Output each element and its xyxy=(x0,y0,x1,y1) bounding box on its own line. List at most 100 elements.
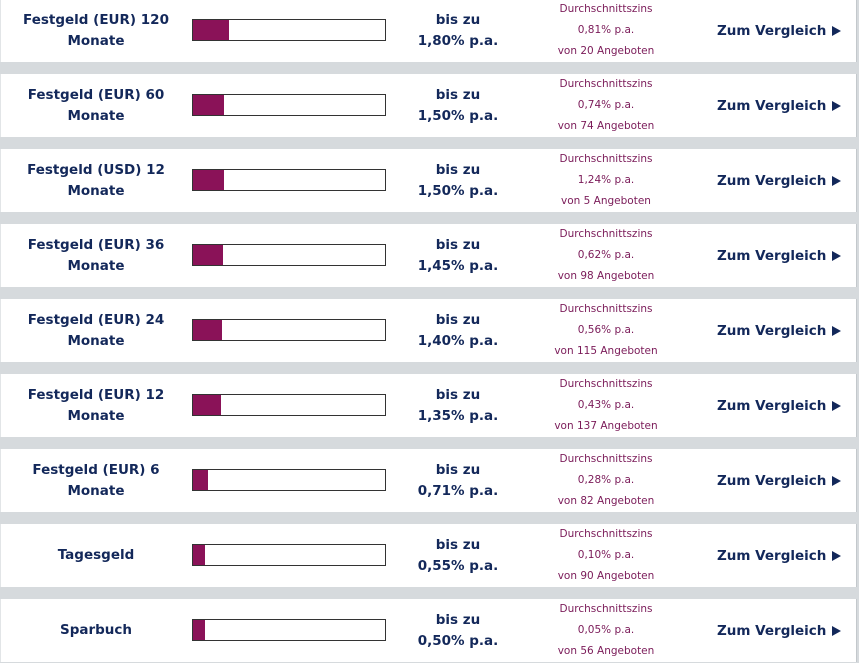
max-rate: bis zu 1,80% p.a. xyxy=(401,0,515,62)
product-name-line: Festgeld (USD) 12 xyxy=(27,161,165,178)
product-name-line: Sparbuch xyxy=(59,622,133,638)
max-rate: bis zu 1,40% p.a. xyxy=(401,299,515,362)
product-name-line: Festgeld (EUR) 12 xyxy=(27,386,165,403)
average-rate-info: Durchschnittszins 1,24% p.a. von 5 Angeb… xyxy=(531,149,681,212)
compare-link[interactable]: Zum Vergleich xyxy=(717,149,842,212)
play-arrow-icon[interactable] xyxy=(832,100,842,111)
product-name: Festgeld (EUR) 60 Monate xyxy=(1,74,191,137)
compare-link-label[interactable]: Zum Vergleich xyxy=(717,247,827,264)
offer-count: von 56 Angeboten xyxy=(557,645,655,657)
max-rate: bis zu 1,50% p.a. xyxy=(401,74,515,137)
product-name-line: Tagesgeld xyxy=(57,547,135,563)
average-rate-label: Durchschnittszins xyxy=(559,228,653,240)
average-rate-value: 0,28% p.a. xyxy=(577,474,635,486)
play-arrow-icon[interactable] xyxy=(832,550,842,561)
list-item: Tagesgeld bis zu 0,55% p.a. Durchschnitt… xyxy=(0,524,857,587)
compare-link[interactable]: Zum Vergleich xyxy=(717,74,842,137)
list-item: Festgeld (EUR) 36 Monate bis zu 1,45% p.a… xyxy=(0,224,857,287)
product-name: Festgeld (EUR) 120 Monate xyxy=(1,0,191,62)
list-item: Festgeld (USD) 12 Monate bis zu 1,50% p.a… xyxy=(0,149,857,212)
compare-link-label[interactable]: Zum Vergleich xyxy=(717,622,827,639)
product-name: Festgeld (EUR) 36 Monate xyxy=(1,224,191,287)
compare-link[interactable]: Zum Vergleich xyxy=(717,449,842,512)
product-name-line: Festgeld (EUR) 60 xyxy=(27,86,165,103)
rate-bar xyxy=(192,619,386,641)
compare-link[interactable]: Zum Vergleich xyxy=(717,374,842,437)
rate-value: 0,71% p.a. xyxy=(417,482,499,499)
rate-bar xyxy=(192,94,386,116)
compare-link[interactable]: Zum Vergleich xyxy=(717,524,842,587)
rate-bar-fill xyxy=(193,170,224,190)
rate-value: 0,50% p.a. xyxy=(417,632,499,649)
rate-prefix: bis zu xyxy=(435,161,481,178)
offer-count: von 90 Angeboten xyxy=(557,570,655,582)
compare-link-label[interactable]: Zum Vergleich xyxy=(717,397,827,414)
play-arrow-icon[interactable] xyxy=(832,475,842,486)
average-rate-info: Durchschnittszins 0,81% p.a. von 20 Ange… xyxy=(531,0,681,62)
rate-bar-fill xyxy=(193,20,229,40)
rate-bar xyxy=(192,544,386,566)
compare-link[interactable]: Zum Vergleich xyxy=(717,0,842,62)
compare-link-label[interactable]: Zum Vergleich xyxy=(717,172,827,189)
product-name-line: Festgeld (EUR) 24 xyxy=(27,311,165,328)
compare-link-label[interactable]: Zum Vergleich xyxy=(717,472,827,489)
list-item: Festgeld (EUR) 60 Monate bis zu 1,50% p.a… xyxy=(0,74,857,137)
rate-prefix: bis zu xyxy=(435,386,481,403)
average-rate-value: 0,74% p.a. xyxy=(577,99,635,111)
average-rate-label: Durchschnittszins xyxy=(559,378,653,390)
rate-bar xyxy=(192,394,386,416)
max-rate: bis zu 1,35% p.a. xyxy=(401,374,515,437)
average-rate-info: Durchschnittszins 0,43% p.a. von 137 Ang… xyxy=(531,374,681,437)
product-name-line: Monate xyxy=(67,182,125,199)
rate-value: 1,40% p.a. xyxy=(417,332,499,349)
average-rate-label: Durchschnittszins xyxy=(559,153,653,165)
compare-link-label[interactable]: Zum Vergleich xyxy=(717,322,827,339)
product-name-line: Monate xyxy=(67,407,125,424)
play-arrow-icon[interactable] xyxy=(832,325,842,336)
list-item: Festgeld (EUR) 120 Monate bis zu 1,80% p.… xyxy=(0,0,857,62)
play-arrow-icon[interactable] xyxy=(832,175,842,186)
compare-link-label[interactable]: Zum Vergleich xyxy=(717,547,827,564)
offer-count: von 5 Angeboten xyxy=(561,195,651,207)
compare-link[interactable]: Zum Vergleich xyxy=(717,224,842,287)
average-rate-label: Durchschnittszins xyxy=(559,453,653,465)
average-rate-value: 0,62% p.a. xyxy=(577,249,635,261)
play-arrow-icon[interactable] xyxy=(832,625,842,636)
play-arrow-icon[interactable] xyxy=(832,25,842,36)
rate-bar-fill xyxy=(193,320,222,340)
product-name: Festgeld (EUR) 6 Monate xyxy=(1,449,191,512)
play-arrow-icon[interactable] xyxy=(832,250,842,261)
average-rate-label: Durchschnittszins xyxy=(559,3,653,15)
rate-bar xyxy=(192,19,386,41)
rate-bar-fill xyxy=(193,95,224,115)
average-rate-info: Durchschnittszins 0,62% p.a. von 98 Ange… xyxy=(531,224,681,287)
list-item: Festgeld (EUR) 24 Monate bis zu 1,40% p.a… xyxy=(0,299,857,362)
rate-value: 1,45% p.a. xyxy=(417,257,499,274)
average-rate-info: Durchschnittszins 0,05% p.a. von 56 Ange… xyxy=(531,599,681,662)
rate-prefix: bis zu xyxy=(435,611,481,628)
average-rate-value: 0,43% p.a. xyxy=(577,399,635,411)
compare-link-label[interactable]: Zum Vergleich xyxy=(717,22,827,39)
rate-value: 1,50% p.a. xyxy=(417,182,499,199)
product-name: Festgeld (EUR) 12 Monate xyxy=(1,374,191,437)
product-name-line: Monate xyxy=(67,482,125,499)
compare-link-label[interactable]: Zum Vergleich xyxy=(717,97,827,114)
list-item: Sparbuch bis zu 0,50% p.a. Durchschnitts… xyxy=(0,599,857,662)
rate-bar-fill xyxy=(193,245,223,265)
compare-link[interactable]: Zum Vergleich xyxy=(717,599,842,662)
average-rate-info: Durchschnittszins 0,74% p.a. von 74 Ange… xyxy=(531,74,681,137)
rate-bar xyxy=(192,319,386,341)
compare-link[interactable]: Zum Vergleich xyxy=(717,299,842,362)
average-rate-value: 0,05% p.a. xyxy=(577,624,635,636)
max-rate: bis zu 0,55% p.a. xyxy=(401,524,515,587)
rate-value: 1,80% p.a. xyxy=(417,32,499,49)
rate-value: 0,55% p.a. xyxy=(417,557,499,574)
rate-bar xyxy=(192,244,386,266)
list-item: Festgeld (EUR) 12 Monate bis zu 1,35% p.a… xyxy=(0,374,857,437)
offer-count: von 82 Angeboten xyxy=(557,495,655,507)
play-arrow-icon[interactable] xyxy=(832,400,842,411)
product-name: Sparbuch xyxy=(1,599,191,662)
average-rate-label: Durchschnittszins xyxy=(559,78,653,90)
rate-bar-fill xyxy=(193,545,205,565)
offer-count: von 20 Angeboten xyxy=(557,45,655,57)
